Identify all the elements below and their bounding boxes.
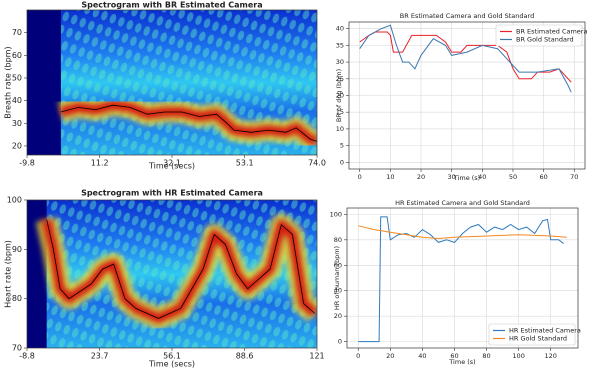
y-tick-label: 50 xyxy=(12,73,22,82)
x-tick-label: 50 xyxy=(509,173,517,181)
x-axis-label: Time (secs) xyxy=(148,162,195,171)
chart-panel: Spectrogram with HR Estimated Camera -8.8… xyxy=(4,189,325,368)
x-tick-label: -8.8 xyxy=(19,352,35,361)
spectrogram-empty-region xyxy=(27,10,61,155)
x-tick-label: 30 xyxy=(448,173,456,181)
y-tick-label: 30 xyxy=(336,58,344,66)
x-tick-label: 32.1 xyxy=(163,159,181,168)
x-axis-label: Time (secs) xyxy=(148,360,195,368)
x-tick-label: 0 xyxy=(358,173,362,181)
x-tick-label: 23.7 xyxy=(91,352,109,361)
x-tick-label: 10 xyxy=(386,173,394,181)
x-tick-label: 80 xyxy=(482,352,490,360)
y-tick-label: 15 xyxy=(336,108,344,116)
y-tick-label: 40 xyxy=(336,25,344,33)
chart-title: HR Estimated Camera and Gold Standard xyxy=(395,199,530,207)
y-axis-label: HR of human (bpm) xyxy=(333,246,341,310)
plot-frame xyxy=(346,207,579,349)
y-tick-label: 0 xyxy=(338,338,342,346)
y-tick-label: 100 xyxy=(7,196,22,205)
y-tick-label: 0 xyxy=(340,158,344,166)
data-line xyxy=(60,104,317,142)
legend-label: BR Gold Standard xyxy=(516,36,574,44)
chart-title: Spectrogram with BR Estimated Camera xyxy=(81,1,262,10)
y-tick-label: 5 xyxy=(340,142,344,150)
y-tick-label: 20 xyxy=(334,312,342,320)
chart-title: BR Estimated Camera and Gold Standard xyxy=(400,12,534,20)
y-axis-label: Heart rate (bpm) xyxy=(4,240,13,308)
y-tick-label: 40 xyxy=(12,96,22,105)
plot-frame xyxy=(26,199,318,349)
y-tick-label: 80 xyxy=(12,294,22,303)
x-axis-label: Time (s) xyxy=(453,174,480,182)
data-line xyxy=(358,216,564,343)
chart-panel: HR Estimated Camera and Gold Standard 0 20… xyxy=(330,199,581,366)
x-tick-label: 70 xyxy=(570,173,578,181)
legend-box xyxy=(488,323,576,346)
y-axis-label: Breath rate (bpm) xyxy=(4,46,13,118)
data-line xyxy=(359,24,572,93)
x-tick-label: 88.6 xyxy=(236,352,254,361)
x-tick-label: 121 xyxy=(309,352,324,361)
y-tick-label: 90 xyxy=(12,245,22,254)
legend-box xyxy=(495,24,583,47)
y-axis-label: BR of dog (bpm) xyxy=(335,69,343,122)
y-tick-label: 20 xyxy=(12,141,22,150)
plot-frame xyxy=(348,21,586,170)
y-tick-label: 10 xyxy=(336,125,344,133)
y-tick-label: 20 xyxy=(336,92,344,100)
x-tick-label: 20 xyxy=(386,352,394,360)
legend-label: HR Gold Standard xyxy=(509,335,567,343)
x-tick-label: 11.2 xyxy=(91,159,109,168)
chart-panel: Spectrogram with BR Estimated Camera -9.8… xyxy=(4,1,326,171)
x-tick-label: 56.1 xyxy=(163,352,181,361)
chart-panel: BR Estimated Camera and Gold Standard 0 10… xyxy=(335,12,587,182)
x-tick-label: 100 xyxy=(512,352,524,360)
data-line xyxy=(46,219,316,319)
x-tick-label: 0 xyxy=(356,352,360,360)
x-tick-label: 53.1 xyxy=(236,159,254,168)
x-tick-label: 120 xyxy=(545,352,557,360)
y-tick-label: 40 xyxy=(334,287,342,295)
y-tick-label: 25 xyxy=(336,75,344,83)
x-tick-label: 20 xyxy=(417,173,425,181)
y-tick-label: 70 xyxy=(12,28,22,37)
x-tick-label: 40 xyxy=(418,352,426,360)
x-tick-label: 74.0 xyxy=(308,159,326,168)
legend-label: HR Estimated Camera xyxy=(509,327,581,335)
y-tick-label: 60 xyxy=(12,51,22,60)
legend-label: BR Estimated Camera xyxy=(516,28,587,36)
y-tick-label: 80 xyxy=(334,236,342,244)
x-tick-label: 40 xyxy=(478,173,486,181)
y-tick-label: 60 xyxy=(334,261,342,269)
y-tick-label: 100 xyxy=(330,210,342,218)
plot-frame xyxy=(26,9,318,156)
x-axis-label: Time (s) xyxy=(448,358,475,366)
y-tick-label: 35 xyxy=(336,41,344,49)
x-tick-label: 60 xyxy=(539,173,547,181)
chart-title: Spectrogram with HR Estimated Camera xyxy=(81,189,263,198)
y-tick-label: 30 xyxy=(12,119,22,128)
data-line xyxy=(358,225,567,240)
x-tick-label: -9.8 xyxy=(19,159,35,168)
x-tick-label: 60 xyxy=(450,352,458,360)
y-tick-label: 70 xyxy=(12,344,22,353)
